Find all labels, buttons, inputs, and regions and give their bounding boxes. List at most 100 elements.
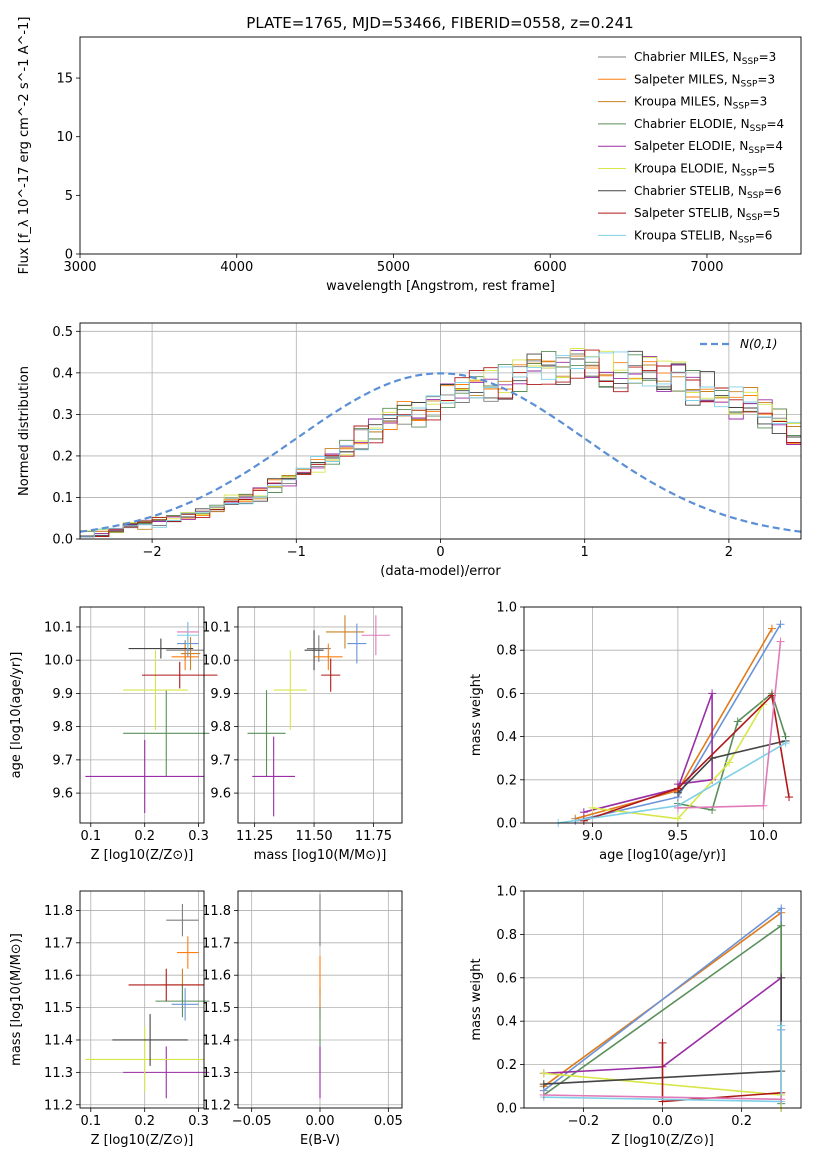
x-tick-label: 2 <box>725 545 733 560</box>
mass-extinction-panel: −0.05 0.00 0.05 11.2 11.3 11.4 11.5 11.6 11.7 11.… <box>202 890 403 1148</box>
y-tick-label: 9.7 <box>52 753 73 768</box>
legend-label: Chabrier STELIB, NSSP=6 <box>634 184 782 201</box>
y-tick-label: 0.4 <box>496 1015 517 1030</box>
y-axis-label: mass weight <box>469 674 484 756</box>
x-tick-label: −2 <box>143 545 162 560</box>
y-tick-label: 9.8 <box>52 720 73 735</box>
y-tick-label: 11.6 <box>202 969 231 984</box>
x-axis-label: Z [log10(Z/Z⊙)] <box>91 1133 194 1148</box>
legend-label: Kroupa STELIB, NSSP=6 <box>634 228 772 245</box>
x-tick-label: 0.2 <box>134 829 155 844</box>
weight-metallicity-panel: −0.2 0.0 0.2 0.0 0.2 0.4 0.6 0.8 1.0 Z [log10(Z/Z… <box>469 885 802 1148</box>
x-tick-label: 1 <box>581 545 589 560</box>
legend-text: Salpeter STELIB, N <box>634 206 746 220</box>
legend-subscript: SSP <box>733 102 750 112</box>
x-tick-label: 0.2 <box>731 1114 752 1129</box>
y-tick-label: 0.0 <box>496 817 517 832</box>
y-tick-label: 15 <box>56 72 73 87</box>
legend-value: =3 <box>759 50 777 64</box>
plot-frame <box>237 890 403 1109</box>
age-mass-panel: 11.25 11.50 11.75 9.6 9.7 9.8 9.9 10.0 10.1 mass … <box>202 606 403 863</box>
y-tick-label: 0.1 <box>52 491 73 506</box>
x-axis-label: mass [log10(M/M⊙)] <box>254 848 387 863</box>
x-tick-label: −0.2 <box>568 1114 600 1129</box>
x-tick-label: 0.00 <box>306 1114 335 1129</box>
x-axis-label: (data-model)/error <box>380 564 501 579</box>
y-tick-label: 9.6 <box>210 787 231 802</box>
y-axis-label: age [log10(age/yr)] <box>9 652 24 779</box>
y-tick-label: 10 <box>56 130 73 145</box>
legend-label: Salpeter ELODIE, NSSP=4 <box>634 139 783 156</box>
legend-label: Chabrier MILES, NSSP=3 <box>634 50 776 67</box>
y-tick-label: 9.9 <box>210 687 231 702</box>
y-tick-label: 10.1 <box>44 620 73 635</box>
legend-subscript: SSP <box>750 124 767 134</box>
y-tick-label: 10.0 <box>44 654 73 669</box>
y-tick-label: 0.2 <box>52 449 73 464</box>
legend-subscript: SSP <box>747 191 764 201</box>
plot-frame <box>523 890 802 1109</box>
legend-text: Chabrier MILES, N <box>634 50 742 64</box>
x-tick-label: 0.2 <box>134 1114 155 1129</box>
y-tick-label: 10.1 <box>202 620 231 635</box>
x-tick-label: 11.50 <box>295 829 332 844</box>
x-tick-label: 4000 <box>220 260 253 275</box>
y-axis-label: mass [log10(M/M⊙)] <box>9 933 24 1066</box>
legend-text: Salpeter ELODIE, N <box>634 139 748 153</box>
plot-frame <box>79 36 802 255</box>
x-tick-label: 0.05 <box>374 1114 403 1129</box>
plot-frame <box>79 890 205 1109</box>
legend-label: Kroupa MILES, NSSP=3 <box>634 95 767 112</box>
y-tick-label: 11.8 <box>202 904 231 919</box>
y-tick-label: 11.7 <box>202 936 231 951</box>
residual-histogram-panel: −2 −1 0 1 2 0.0 0.1 0.2 0.3 0.4 0.5 (data-model)/er… <box>17 322 802 579</box>
legend-text: Chabrier ELODIE, N <box>634 117 750 131</box>
figure-title: PLATE=1765, MJD=53466, FIBERID=0558, z=0… <box>246 14 633 32</box>
x-axis-label: E(B-V) <box>300 1133 340 1148</box>
y-axis-label: Normed distribution <box>17 366 32 496</box>
y-tick-label: 11.8 <box>44 904 73 919</box>
x-tick-label: −1 <box>287 545 306 560</box>
plot-frame <box>79 606 205 824</box>
legend-value: =4 <box>766 117 784 131</box>
legend-value: =6 <box>755 228 773 242</box>
y-tick-label: 5 <box>65 189 73 204</box>
y-tick-label: 11.5 <box>44 1001 73 1016</box>
histogram-step <box>79 349 801 539</box>
y-tick-label: 0.4 <box>496 730 517 745</box>
x-tick-label: 0.3 <box>188 1114 209 1129</box>
legend-label: Salpeter MILES, NSSP=3 <box>634 72 775 89</box>
legend-label: N(0,1) <box>740 337 777 351</box>
legend-subscript: SSP <box>741 79 758 89</box>
weight-line <box>583 693 713 813</box>
y-tick-label: 0.8 <box>496 644 517 659</box>
legend-value: =5 <box>763 206 781 220</box>
legend-text: Salpeter MILES, N <box>634 72 741 86</box>
y-tick-label: 11.7 <box>44 936 73 951</box>
y-tick-label: 0 <box>65 248 73 263</box>
y-tick-label: 0.6 <box>496 971 517 986</box>
y-tick-label: 11.4 <box>44 1033 73 1048</box>
x-tick-label: 5000 <box>377 260 410 275</box>
y-tick-label: 9.6 <box>52 787 73 802</box>
y-tick-label: 11.5 <box>202 1001 231 1016</box>
x-tick-label: 9.0 <box>582 829 603 844</box>
x-axis-label: Z [log10(Z/Z⊙)] <box>91 848 194 863</box>
x-tick-label: 9.5 <box>668 829 689 844</box>
x-tick-label: −0.05 <box>232 1114 272 1129</box>
x-axis-label: Z [log10(Z/Z⊙)] <box>611 1133 714 1148</box>
y-tick-label: 1.0 <box>496 601 517 616</box>
x-tick-label: 0.1 <box>80 1114 101 1129</box>
legend-subscript: SSP <box>741 169 758 179</box>
y-axis-label: mass weight <box>469 958 484 1040</box>
x-tick-label: 7000 <box>690 260 723 275</box>
legend-value: =3 <box>757 72 775 86</box>
legend-label: Kroupa ELODIE, NSSP=5 <box>634 162 775 179</box>
y-tick-label: 0.0 <box>52 533 73 548</box>
x-axis-label: age [log10(age/yr)] <box>599 848 726 863</box>
y-tick-label: 11.4 <box>202 1033 231 1048</box>
legend-text: Kroupa STELIB, N <box>634 228 738 242</box>
y-tick-label: 11.2 <box>44 1098 73 1113</box>
mass-metallicity-panel: 0.1 0.2 0.3 11.2 11.3 11.4 11.5 11.6 11.7 11.8 Z [… <box>9 890 210 1148</box>
